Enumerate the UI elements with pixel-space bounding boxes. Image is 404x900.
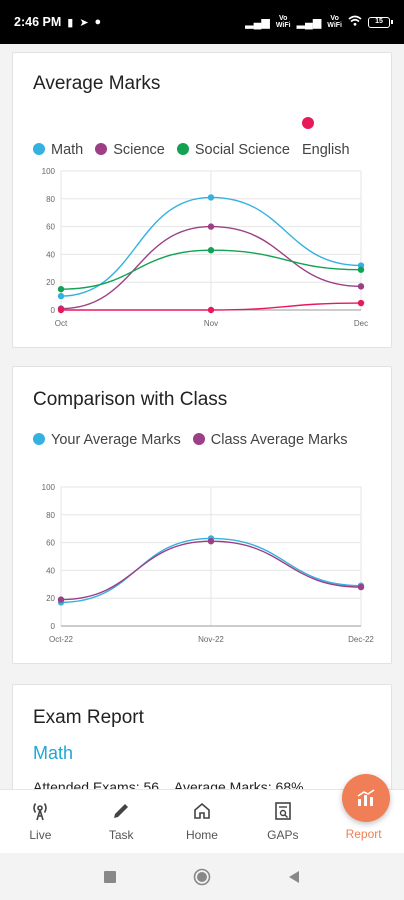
vowifi-badge-1: Vo WiFi <box>275 15 291 29</box>
bottom-nav: Live Task Home GAPs Report <box>0 789 404 853</box>
data-point-class-average-marks[interactable] <box>207 538 215 545</box>
y-tick-label: 40 <box>46 566 55 575</box>
card-title: Average Marks <box>33 73 161 94</box>
comparison-chart[interactable]: 0 20 40 60 80 100 Oct-22 Nov-22 Dec-22 <box>21 481 385 653</box>
data-point-english[interactable] <box>207 306 215 314</box>
nav-label: Home <box>185 828 218 842</box>
data-point-english[interactable] <box>357 299 365 307</box>
exam-stats: Attended Exams: 56 Average Marks: 68% <box>33 779 304 789</box>
nav-label: Live <box>29 828 52 842</box>
nav-item-gaps[interactable]: GAPs <box>243 790 323 842</box>
legend-item-your-average[interactable]: Your Average Marks <box>33 427 181 453</box>
signal-icon-2: ▂▄▆ <box>296 16 322 29</box>
data-point-english[interactable] <box>57 306 65 314</box>
nav-label: GAPs <box>267 828 299 842</box>
legend-dot-your-average <box>33 433 45 445</box>
exam-report-card: Exam Report Math Attended Exams: 56 Aver… <box>12 684 392 789</box>
nav-label: Report <box>345 827 382 841</box>
legend-item-class-average[interactable]: Class Average Marks <box>192 427 348 453</box>
nav-item-report[interactable]: Report <box>324 790 404 841</box>
bar-chart-icon <box>357 789 375 806</box>
broadcast-icon <box>33 803 48 821</box>
y-tick-label: 80 <box>46 511 55 520</box>
report-fab-button[interactable] <box>342 774 390 822</box>
data-point-class-average-marks[interactable] <box>357 583 365 591</box>
data-point-social-science[interactable] <box>357 266 365 273</box>
x-tick-label: Nov <box>204 319 218 328</box>
nav-item-live[interactable]: Live <box>0 790 80 842</box>
back-icon[interactable] <box>287 870 301 884</box>
wifi-icon <box>348 15 362 29</box>
nav-item-task[interactable]: Task <box>81 790 161 842</box>
comparison-card: Comparison with Class Your Average Marks… <box>12 366 392 664</box>
average-marks-chart[interactable]: 0 20 40 60 80 100 Oct Nov Dec <box>21 165 385 335</box>
exam-subject[interactable]: Math <box>33 743 74 763</box>
signal-icon-1: ▂▄▆ <box>245 16 270 29</box>
data-point-science[interactable] <box>207 223 215 230</box>
recents-icon[interactable] <box>103 870 117 884</box>
chart-legend: Your Average Marks Class Average Marks <box>33 427 363 453</box>
status-time: 2:46 PM <box>14 15 62 29</box>
home-circle-icon[interactable] <box>193 868 211 886</box>
trash-notification-icon: ▮ <box>67 16 74 29</box>
x-tick-label: Oct-22 <box>49 635 74 644</box>
data-point-class-average-marks[interactable] <box>57 596 65 603</box>
document-search-icon <box>274 802 291 820</box>
home-icon <box>194 802 210 819</box>
data-point-science[interactable] <box>357 283 365 290</box>
data-point-social-science[interactable] <box>57 285 65 293</box>
y-tick-label: 100 <box>42 483 56 492</box>
legend-dot-class-average <box>192 433 205 445</box>
y-tick-label: 40 <box>46 250 55 259</box>
y-tick-label: 20 <box>46 594 55 603</box>
y-tick-label: 60 <box>46 223 55 232</box>
card-title: Exam Report <box>33 707 144 728</box>
y-tick-label: 60 <box>46 539 55 548</box>
y-tick-label: 0 <box>51 306 56 315</box>
legend-dot-english <box>301 117 314 129</box>
card-title: Comparison with Class <box>33 389 228 410</box>
y-tick-label: 80 <box>46 195 55 204</box>
legend-item-social-science[interactable]: Social Science <box>176 137 290 163</box>
navigation-arrow-icon: ➤ <box>79 16 89 29</box>
x-tick-label: Dec-22 <box>348 635 374 644</box>
legend-dot-science <box>95 143 108 155</box>
vowifi-badge-2: Vo WiFi <box>327 15 342 29</box>
y-tick-label: 20 <box>46 278 55 287</box>
x-tick-label: Oct <box>55 319 68 328</box>
average-marks-value: Average Marks: 68% <box>173 779 304 789</box>
pencil-icon <box>114 804 129 818</box>
nav-label: Task <box>108 828 134 842</box>
data-point-math[interactable] <box>207 194 215 201</box>
average-marks-card: Average Marks Math Science Social Science E… <box>12 52 392 348</box>
chart-legend: Math Science Social Science English <box>33 111 363 163</box>
nav-item-home[interactable]: Home <box>162 790 242 842</box>
legend-item-math[interactable]: Math <box>33 137 83 163</box>
battery-icon: 15 <box>368 16 393 28</box>
status-bar: 2:46 PM ▮ ➤ ● ▂▄▆ Vo WiFi ▂▄▆ Vo WiFi 15 <box>0 0 404 44</box>
legend-dot-math <box>33 143 45 155</box>
attended-exams: Attended Exams: 56 <box>33 779 160 789</box>
circle-notification-icon: ● <box>94 16 102 28</box>
data-point-math[interactable] <box>57 292 65 300</box>
system-navigation-bar <box>0 853 404 900</box>
y-tick-label: 0 <box>51 622 56 631</box>
report-scroll-area[interactable]: Average Marks Math Science Social Science E… <box>0 44 404 789</box>
legend-item-science[interactable]: Science <box>95 137 165 163</box>
legend-dot-social-science <box>176 143 189 155</box>
legend-item-english[interactable]: English <box>301 111 350 163</box>
x-tick-label: Dec <box>354 319 368 328</box>
x-tick-label: Nov-22 <box>198 635 224 644</box>
data-point-social-science[interactable] <box>207 247 215 254</box>
y-tick-label: 100 <box>42 167 56 176</box>
